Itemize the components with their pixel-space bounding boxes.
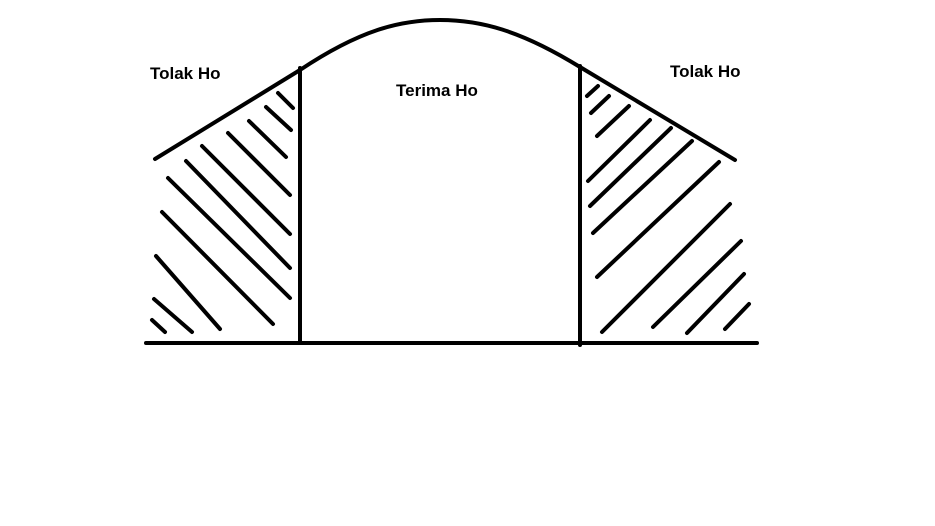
left-hatch-line — [166, 176, 292, 300]
left-hatch-line — [264, 105, 293, 132]
left-hatch-line — [152, 297, 194, 334]
right-hatch-line — [595, 160, 721, 279]
left-rejection-hatching — [150, 91, 295, 334]
right-hatch-line — [588, 126, 673, 208]
left-rejection-label: Tolak Ho — [150, 64, 221, 83]
left-hatch-line — [276, 91, 295, 110]
right-hatch-line — [595, 104, 631, 138]
right-hatch-line — [651, 239, 743, 329]
right-hatch-line — [585, 84, 600, 98]
right-hatch-line — [723, 302, 751, 331]
left-hatch-line — [226, 131, 292, 197]
right-hatch-line — [586, 118, 652, 183]
right-hatch-line — [589, 94, 611, 115]
left-hatch-line — [200, 144, 292, 236]
left-hatch-line — [184, 159, 292, 270]
right-hatch-line — [685, 272, 746, 335]
left-hatch-line — [154, 254, 222, 331]
right-rejection-hatching — [585, 84, 751, 335]
left-hatch-line — [160, 210, 275, 326]
right-hatch-line — [591, 139, 694, 235]
left-hatch-line — [150, 318, 167, 334]
right-rejection-label: Tolak Ho — [670, 62, 741, 81]
bell-curve — [153, 18, 737, 162]
left-hatch-line — [247, 119, 288, 159]
acceptance-region-label: Terima Ho — [396, 81, 478, 100]
right-hatch-line — [600, 202, 732, 334]
